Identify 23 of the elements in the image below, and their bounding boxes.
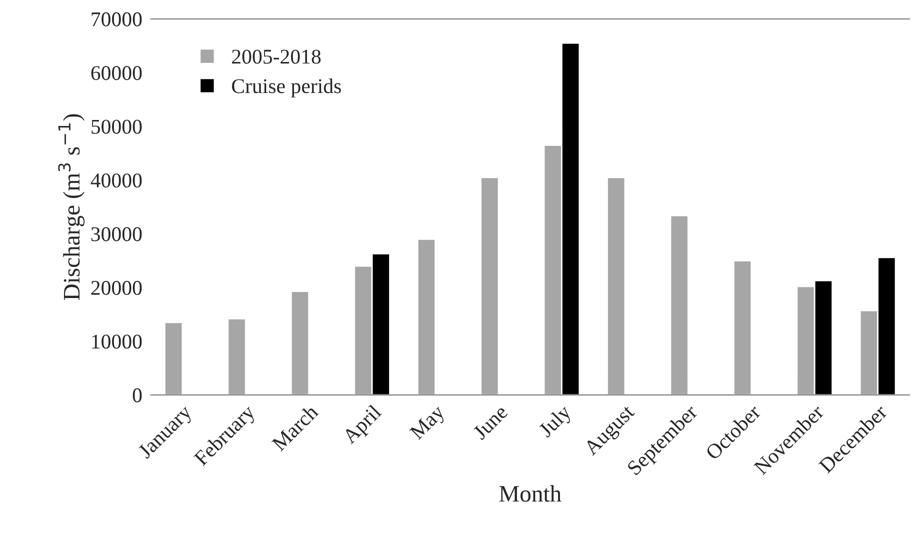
y-tick-label: 10000	[92, 334, 142, 349]
y-tick-label: 30000	[91, 227, 142, 242]
bar	[606, 176, 626, 395]
y-tick-label: 0	[132, 388, 142, 402]
legend-label: Cruise perids	[232, 78, 341, 98]
bar	[416, 238, 436, 395]
y-tick-label: 60000	[91, 66, 142, 80]
x-tick-label: July	[537, 403, 576, 441]
legend-label: 2005-2018	[232, 50, 321, 64]
x-axis-title: Month	[499, 485, 562, 502]
y-axis-title: Discharge (m$^{3}$ s$^{−1}$)	[58, 114, 85, 300]
y-tick-label: 70000	[92, 12, 142, 26]
bar	[164, 322, 184, 395]
bar	[227, 318, 246, 395]
x-tick-label: June	[472, 404, 508, 440]
y-tick-label: 40000	[90, 173, 142, 188]
bar	[670, 214, 689, 395]
y-tick-label: 50000	[92, 120, 142, 134]
y-tick-label: 20000	[91, 280, 142, 295]
bar	[732, 260, 752, 395]
x-tick-label: May	[409, 404, 449, 444]
bar	[480, 176, 500, 395]
bar	[290, 290, 310, 395]
